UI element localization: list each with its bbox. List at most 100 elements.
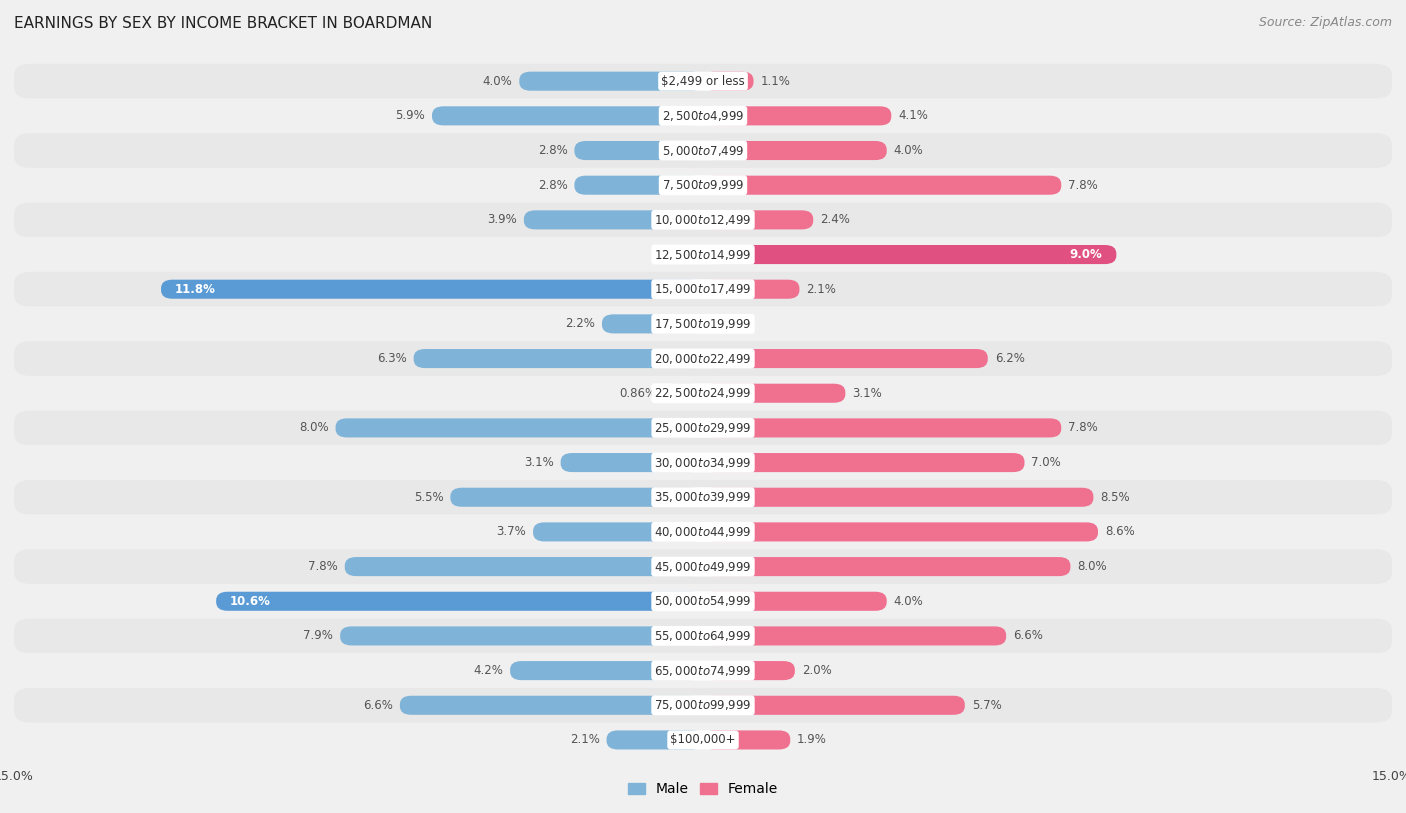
Text: 7.8%: 7.8% <box>1069 421 1098 434</box>
FancyBboxPatch shape <box>14 550 1392 584</box>
FancyBboxPatch shape <box>14 515 1392 550</box>
Text: $25,000 to $29,999: $25,000 to $29,999 <box>654 421 752 435</box>
FancyBboxPatch shape <box>450 488 703 506</box>
Text: 3.1%: 3.1% <box>524 456 554 469</box>
Text: $75,000 to $99,999: $75,000 to $99,999 <box>654 698 752 712</box>
FancyBboxPatch shape <box>413 349 703 368</box>
FancyBboxPatch shape <box>703 696 965 715</box>
FancyBboxPatch shape <box>14 688 1392 723</box>
Legend: Male, Female: Male, Female <box>628 782 778 796</box>
FancyBboxPatch shape <box>703 349 988 368</box>
FancyBboxPatch shape <box>14 584 1392 619</box>
FancyBboxPatch shape <box>575 141 703 160</box>
Text: $15,000 to $17,499: $15,000 to $17,499 <box>654 282 752 296</box>
Text: 6.3%: 6.3% <box>377 352 406 365</box>
Text: 0.86%: 0.86% <box>620 387 657 400</box>
FancyBboxPatch shape <box>14 307 1392 341</box>
FancyBboxPatch shape <box>533 523 703 541</box>
Text: 5.7%: 5.7% <box>972 699 1001 711</box>
Text: 4.0%: 4.0% <box>482 75 512 88</box>
Text: $20,000 to $22,499: $20,000 to $22,499 <box>654 351 752 366</box>
FancyBboxPatch shape <box>336 419 703 437</box>
FancyBboxPatch shape <box>14 341 1392 376</box>
FancyBboxPatch shape <box>432 107 703 125</box>
Text: $40,000 to $44,999: $40,000 to $44,999 <box>654 525 752 539</box>
FancyBboxPatch shape <box>703 107 891 125</box>
FancyBboxPatch shape <box>14 480 1392 515</box>
FancyBboxPatch shape <box>14 202 1392 237</box>
FancyBboxPatch shape <box>340 626 703 646</box>
FancyBboxPatch shape <box>703 488 1094 506</box>
FancyBboxPatch shape <box>575 176 703 195</box>
FancyBboxPatch shape <box>703 523 1098 541</box>
Text: 2.8%: 2.8% <box>537 144 568 157</box>
Text: 8.6%: 8.6% <box>1105 525 1135 538</box>
Text: $10,000 to $12,499: $10,000 to $12,499 <box>654 213 752 227</box>
FancyBboxPatch shape <box>399 696 703 715</box>
FancyBboxPatch shape <box>703 211 813 229</box>
Text: $2,499 or less: $2,499 or less <box>661 75 745 88</box>
Text: 7.8%: 7.8% <box>308 560 337 573</box>
FancyBboxPatch shape <box>664 384 703 402</box>
Text: 2.0%: 2.0% <box>801 664 831 677</box>
FancyBboxPatch shape <box>14 98 1392 133</box>
FancyBboxPatch shape <box>510 661 703 680</box>
Text: 8.0%: 8.0% <box>299 421 329 434</box>
Text: 3.9%: 3.9% <box>488 213 517 226</box>
FancyBboxPatch shape <box>703 176 1062 195</box>
Text: $17,500 to $19,999: $17,500 to $19,999 <box>654 317 752 331</box>
FancyBboxPatch shape <box>14 167 1392 202</box>
FancyBboxPatch shape <box>14 64 1392 98</box>
Text: $5,000 to $7,499: $5,000 to $7,499 <box>662 144 744 158</box>
FancyBboxPatch shape <box>524 211 703 229</box>
Text: 10.6%: 10.6% <box>231 595 271 608</box>
FancyBboxPatch shape <box>14 723 1392 757</box>
Text: 5.5%: 5.5% <box>413 491 443 504</box>
Text: 6.6%: 6.6% <box>363 699 392 711</box>
FancyBboxPatch shape <box>703 280 800 298</box>
FancyBboxPatch shape <box>703 453 1025 472</box>
Text: $50,000 to $54,999: $50,000 to $54,999 <box>654 594 752 608</box>
Text: 8.5%: 8.5% <box>1101 491 1130 504</box>
FancyBboxPatch shape <box>14 237 1392 272</box>
FancyBboxPatch shape <box>14 654 1392 688</box>
FancyBboxPatch shape <box>344 557 703 576</box>
Text: $12,500 to $14,999: $12,500 to $14,999 <box>654 247 752 262</box>
Text: $22,500 to $24,999: $22,500 to $24,999 <box>654 386 752 400</box>
FancyBboxPatch shape <box>703 384 845 402</box>
Text: 7.9%: 7.9% <box>304 629 333 642</box>
Text: 5.9%: 5.9% <box>395 110 425 122</box>
Text: 4.2%: 4.2% <box>474 664 503 677</box>
Text: 7.0%: 7.0% <box>1032 456 1062 469</box>
Text: 9.0%: 9.0% <box>1070 248 1102 261</box>
FancyBboxPatch shape <box>703 245 1116 264</box>
Text: 4.0%: 4.0% <box>894 595 924 608</box>
Text: 1.1%: 1.1% <box>761 75 790 88</box>
Text: 2.1%: 2.1% <box>807 283 837 296</box>
Text: 0.0%: 0.0% <box>666 248 696 261</box>
FancyBboxPatch shape <box>561 453 703 472</box>
FancyBboxPatch shape <box>703 141 887 160</box>
Text: 7.8%: 7.8% <box>1069 179 1098 192</box>
Text: EARNINGS BY SEX BY INCOME BRACKET IN BOARDMAN: EARNINGS BY SEX BY INCOME BRACKET IN BOA… <box>14 16 432 31</box>
Text: 2.8%: 2.8% <box>537 179 568 192</box>
Text: 6.2%: 6.2% <box>994 352 1025 365</box>
Text: $35,000 to $39,999: $35,000 to $39,999 <box>654 490 752 504</box>
Text: 3.1%: 3.1% <box>852 387 882 400</box>
FancyBboxPatch shape <box>703 626 1007 646</box>
FancyBboxPatch shape <box>14 133 1392 167</box>
FancyBboxPatch shape <box>14 376 1392 411</box>
FancyBboxPatch shape <box>14 272 1392 307</box>
Text: 0.0%: 0.0% <box>710 317 740 330</box>
Text: $30,000 to $34,999: $30,000 to $34,999 <box>654 455 752 470</box>
FancyBboxPatch shape <box>162 280 703 298</box>
FancyBboxPatch shape <box>606 730 703 750</box>
FancyBboxPatch shape <box>519 72 703 91</box>
Text: $45,000 to $49,999: $45,000 to $49,999 <box>654 559 752 574</box>
FancyBboxPatch shape <box>14 619 1392 654</box>
Text: 6.6%: 6.6% <box>1012 629 1043 642</box>
FancyBboxPatch shape <box>703 557 1070 576</box>
Text: 2.2%: 2.2% <box>565 317 595 330</box>
FancyBboxPatch shape <box>14 446 1392 480</box>
Text: 4.0%: 4.0% <box>894 144 924 157</box>
